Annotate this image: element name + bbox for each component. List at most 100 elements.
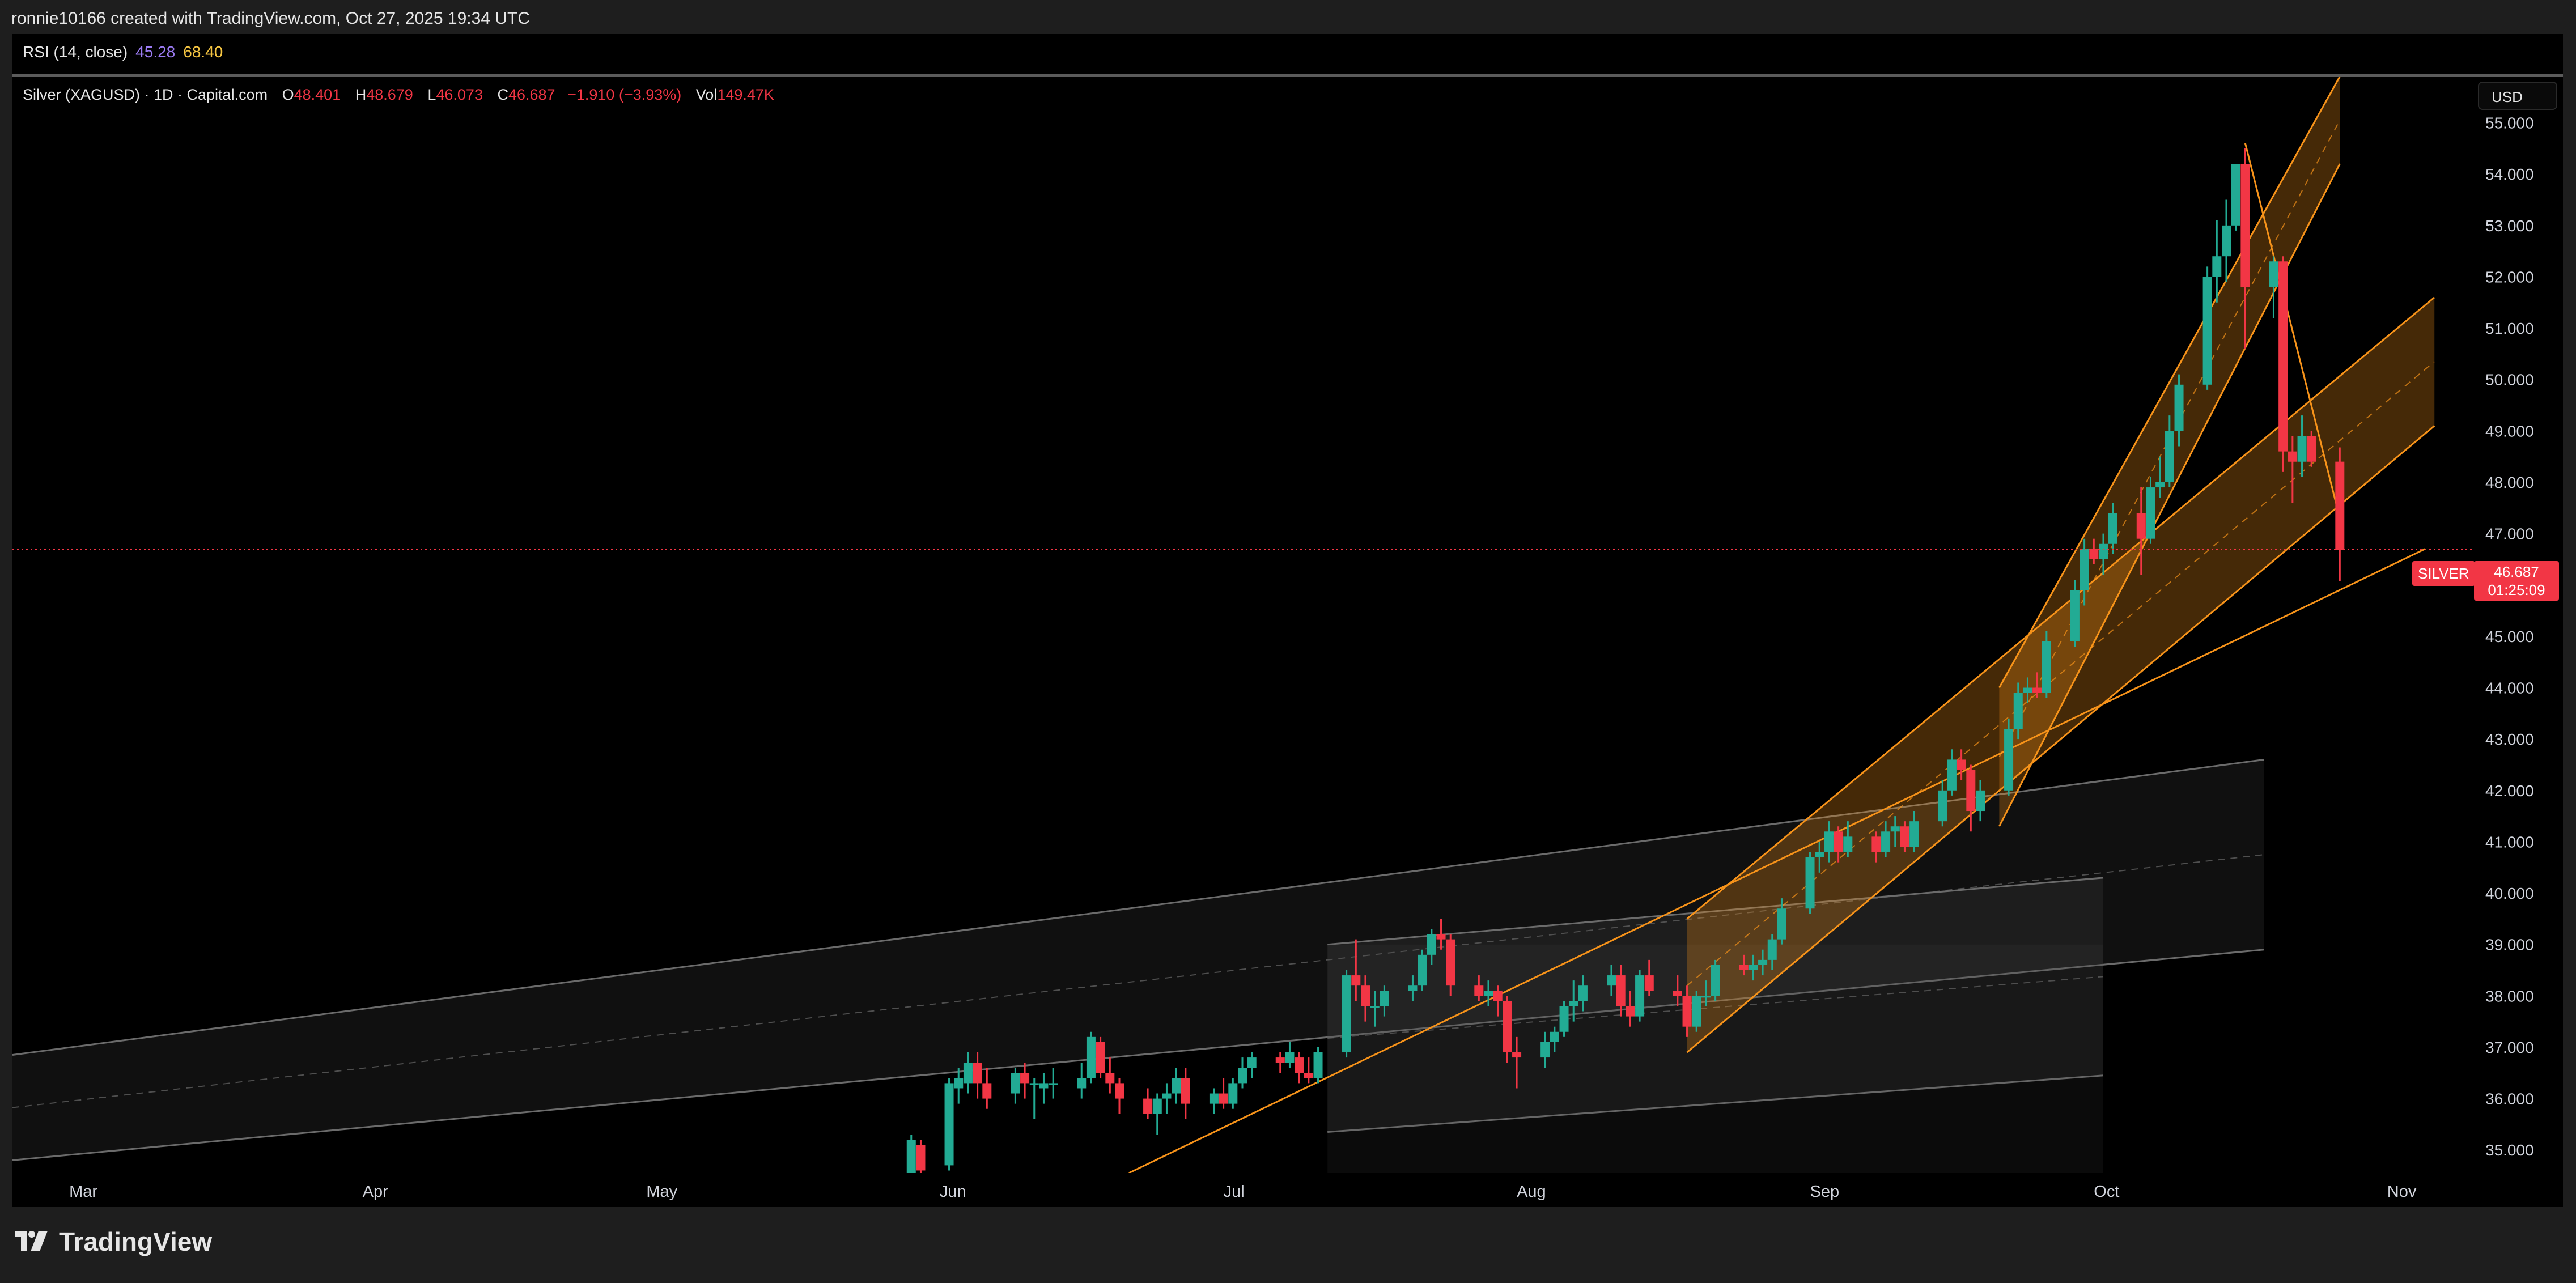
rsi-indicator-legend[interactable]: RSI (14, close) 45.28 68.40	[23, 43, 223, 61]
candle-body	[2231, 164, 2240, 226]
low-value: 46.073	[436, 86, 483, 103]
price-tick-label: 43.000	[2485, 730, 2534, 748]
candle-body	[1701, 996, 1711, 998]
candle-body	[1408, 985, 1418, 991]
tradingview-brand[interactable]: TradingView	[59, 1227, 213, 1256]
volume-label: Vol	[695, 86, 718, 103]
candle-body	[1550, 1031, 1559, 1042]
time-tick-label: Sep	[1810, 1183, 1840, 1201]
candle-body	[2023, 687, 2032, 693]
time-tick-label: Jun	[940, 1183, 966, 1201]
candle-body	[944, 1083, 954, 1166]
candle-body	[1871, 836, 1881, 852]
candle-body	[982, 1083, 992, 1099]
price-tick-label: 49.000	[2485, 422, 2534, 440]
candle-body	[1143, 1098, 1153, 1114]
price-tick-label: 36.000	[2485, 1090, 2534, 1108]
candle-body	[1370, 1006, 1380, 1008]
candle-body	[1238, 1068, 1247, 1084]
candle-body	[1077, 1078, 1087, 1089]
candle-body	[1540, 1042, 1550, 1058]
candle-body	[2155, 482, 2165, 488]
chart-area[interactable]	[12, 34, 2563, 1207]
symbol-description: Silver (XAGUSD) · 1D · Capital.com	[23, 86, 268, 103]
gray-channel-2-fill	[1327, 877, 2103, 1132]
candle-body	[1304, 1073, 1313, 1078]
price-tick-label: 35.000	[2485, 1141, 2534, 1159]
time-tick-label: May	[646, 1183, 677, 1201]
candle-body	[1503, 1001, 1512, 1053]
candle-body	[1834, 831, 1843, 852]
tradingview-logo-icon[interactable]	[14, 1230, 53, 1252]
candle-body	[1966, 770, 1976, 812]
candle-body	[2032, 687, 2042, 693]
price-tick-label: 50.000	[2485, 371, 2534, 389]
high-value: 48.679	[366, 86, 413, 103]
candle-body	[2269, 261, 2278, 287]
candle-body	[2136, 513, 2146, 539]
currency-selector[interactable]: USD	[2478, 82, 2557, 110]
candle-body	[2108, 513, 2117, 544]
orange-channel-1-median-line	[1998, 120, 2341, 758]
gray-channel-2-median-line	[1327, 976, 2104, 1039]
candle-body	[1815, 852, 1824, 857]
candle-body	[1152, 1098, 1162, 1114]
close-value: 46.687	[508, 86, 555, 103]
candle-body	[2278, 261, 2288, 452]
candle-body	[1219, 1093, 1228, 1104]
last-price-label: 46.687 01:25:09	[2474, 561, 2559, 601]
price-tick-label: 44.000	[2485, 679, 2534, 697]
export-attribution: ronnie10166 created with TradingView.com…	[11, 9, 530, 28]
candle-body	[1209, 1093, 1219, 1104]
candle-body	[1909, 821, 1919, 847]
candle-body	[1228, 1083, 1238, 1104]
price-tick-label: 53.000	[2485, 217, 2534, 235]
price-tick-label: 48.000	[2485, 474, 2534, 491]
orange-trendline-1	[1128, 548, 2426, 1173]
gray-channel-1-fill	[12, 759, 2264, 1161]
price-tick-label: 42.000	[2485, 782, 2534, 800]
candle-body	[1039, 1083, 1049, 1089]
candle-body	[1313, 1052, 1323, 1078]
price-tick-label: 41.000	[2485, 833, 2534, 851]
candle-body	[2013, 693, 2023, 729]
candle-body	[1569, 1001, 1578, 1006]
candle-body	[1578, 985, 1588, 1001]
candle-body	[963, 1063, 973, 1084]
time-tick-label: Aug	[1517, 1183, 1546, 1201]
candle-body	[2222, 225, 2231, 257]
candle-body	[1474, 985, 1484, 996]
candle-body	[1181, 1078, 1190, 1104]
candle-body	[1342, 975, 1351, 1053]
price-axis: 35.000 36.000 37.000 38.000 39.000 40.000 41.0…	[2485, 114, 2534, 1159]
candle-body	[1682, 996, 1692, 1027]
volume-value: 149.47K	[717, 86, 774, 103]
price-tick-label: 39.000	[2485, 936, 2534, 954]
export-header: ronnie10166 created with TradingView.com…	[0, 0, 2576, 34]
time-tick-label: Mar	[69, 1183, 97, 1201]
change-value: −1.910 (−3.93%)	[567, 86, 682, 103]
candle-body	[1351, 975, 1361, 986]
candle-body	[1824, 831, 1834, 852]
candle-body	[2335, 461, 2345, 550]
candle-body	[1739, 965, 1749, 971]
symbol-price-tag: SILVER	[2412, 561, 2475, 586]
candle-body	[1749, 965, 1758, 971]
candle-body	[2307, 436, 2316, 462]
candlestick-series	[906, 148, 2345, 1173]
candle-body	[1049, 1083, 1058, 1085]
candle-body	[1626, 1006, 1635, 1017]
symbol-legend[interactable]: Silver (XAGUSD) · 1D · Capital.com O48.4…	[23, 86, 774, 104]
gray-channel-drawings	[12, 758, 2264, 1173]
time-tick-label: Apr	[363, 1183, 388, 1201]
candle-body	[906, 1140, 916, 1173]
price-tick-label: 40.000	[2485, 885, 2534, 902]
candle-body	[1436, 934, 1446, 940]
price-tick-label: 38.000	[2485, 987, 2534, 1005]
candle-body	[1616, 975, 1626, 1006]
price-tick-label: 45.000	[2485, 628, 2534, 645]
open-label: O	[282, 86, 294, 103]
candle-body	[1020, 1073, 1030, 1084]
candle-body	[1418, 954, 1427, 986]
